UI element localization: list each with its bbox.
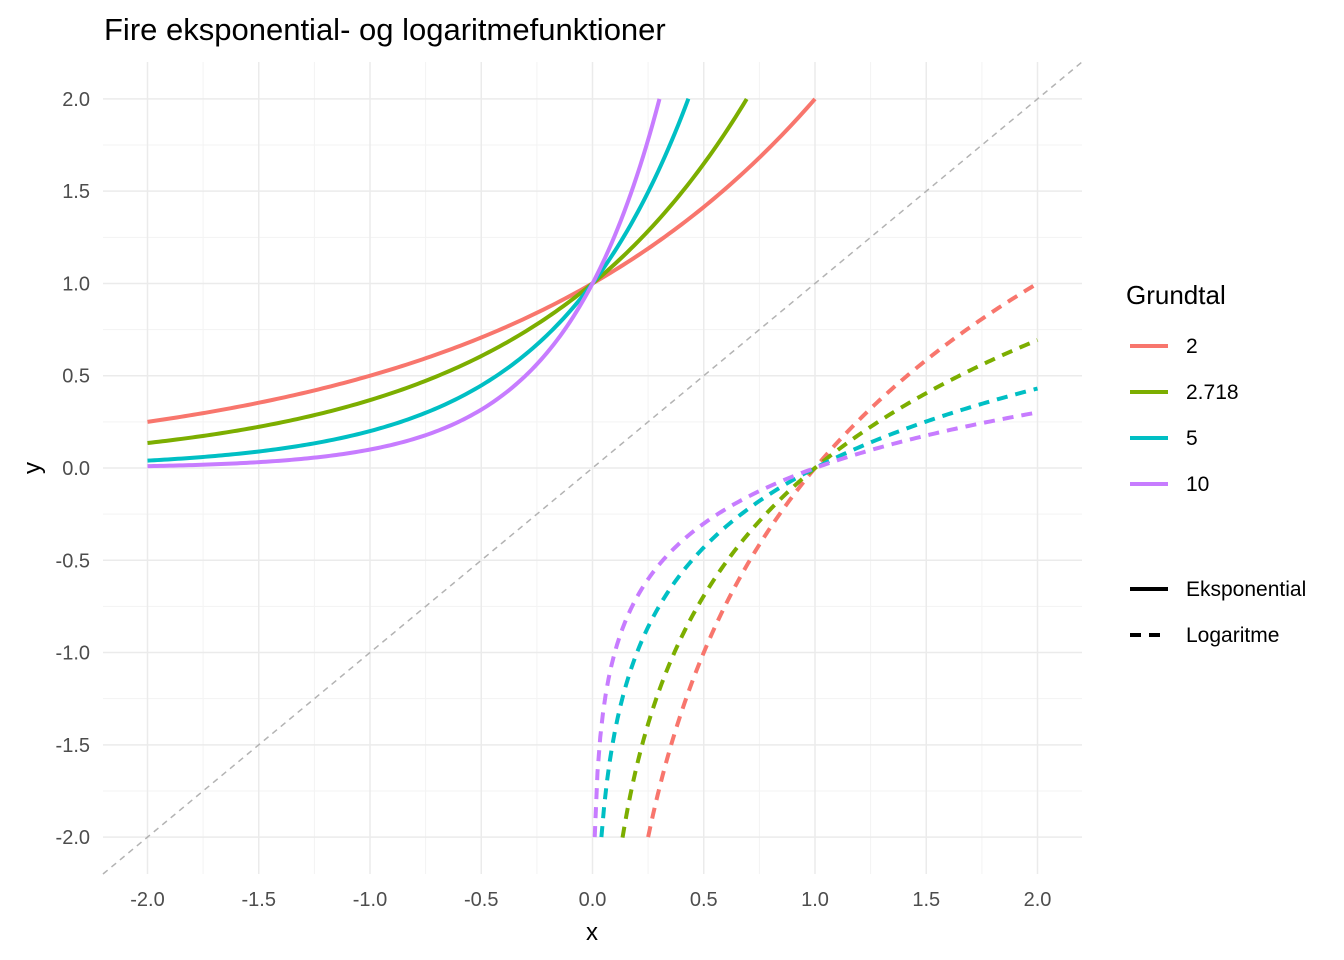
x-tick-label: 1.0 <box>801 889 829 911</box>
identity-reference-line <box>102 61 1083 875</box>
legend-label-base: 5 <box>1186 427 1198 450</box>
legend-label-linetype: Logaritme <box>1186 624 1279 647</box>
x-tick-label: 1.5 <box>912 889 940 911</box>
exp-curve-base-10 <box>147 98 662 469</box>
legend-title: Grundtal <box>1126 280 1226 310</box>
x-tick-label: -1.5 <box>242 889 276 911</box>
legend-label-base: 2 <box>1186 335 1198 358</box>
x-tick-label: -0.5 <box>464 889 498 911</box>
y-tick-label: 0.0 <box>62 458 90 480</box>
y-tick-label: -1.0 <box>56 643 90 665</box>
log-curve-base-2.718 <box>620 338 1039 838</box>
reference-line-y-equals-x <box>102 61 1083 875</box>
x-tick-label: -2.0 <box>130 889 164 911</box>
x-axis-label: x <box>586 919 598 946</box>
grid <box>103 62 1082 874</box>
legend-label-base: 2.718 <box>1186 381 1239 404</box>
y-axis-ticks: -2.0 -1.5 -1.0 -0.5 0.0 0.5 1.0 1.5 2.0 <box>56 89 90 849</box>
legend-label-base: 10 <box>1186 473 1209 496</box>
legend-label-linetype: Eksponential <box>1186 578 1306 601</box>
exp-curve-base-5 <box>147 98 691 463</box>
chart-title: Fire eksponential- og logaritmefunktione… <box>104 12 666 47</box>
y-tick-label: 1.5 <box>62 181 90 203</box>
y-tick-label: -0.5 <box>56 550 90 572</box>
x-tick-label: -1.0 <box>353 889 387 911</box>
x-axis-ticks: -2.0 -1.5 -1.0 -0.5 0.0 0.5 1.0 1.5 2.0 <box>130 889 1051 911</box>
y-tick-label: -2.0 <box>56 827 90 849</box>
y-tick-label: 2.0 <box>62 89 90 111</box>
series-lines <box>147 97 1039 838</box>
y-tick-label: -1.5 <box>56 735 90 757</box>
y-tick-label: 0.5 <box>62 366 90 388</box>
exp-curve-base-2.718 <box>147 97 749 446</box>
log-curve-base-2 <box>646 281 1039 838</box>
exp-curve-base-2 <box>147 97 817 424</box>
x-tick-label: 0.5 <box>690 889 718 911</box>
x-tick-label: 0.0 <box>579 889 607 911</box>
y-axis-label: y <box>19 462 46 474</box>
legend: Grundtal 2 2.718 5 10 Eksponential Logaritme <box>1126 280 1306 647</box>
log-curve-base-5 <box>599 386 1039 838</box>
x-tick-label: 2.0 <box>1024 889 1052 911</box>
y-tick-label: 1.0 <box>62 273 90 295</box>
